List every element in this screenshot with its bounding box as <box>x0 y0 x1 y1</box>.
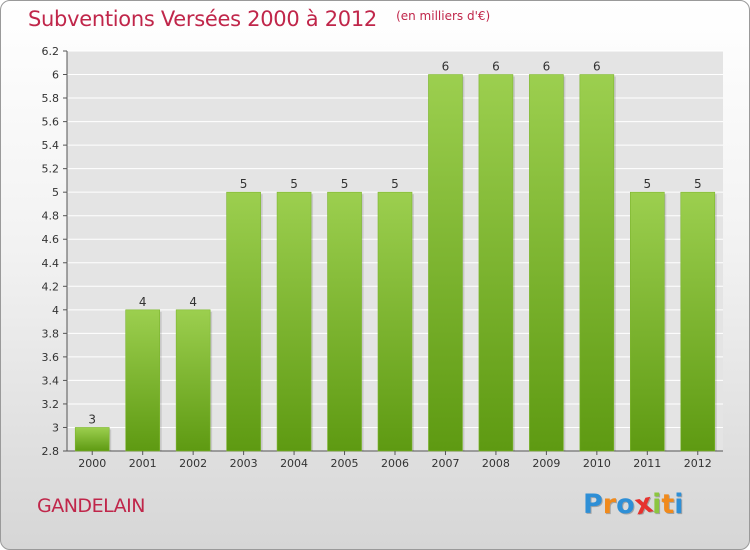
data-label: 4 <box>189 295 197 309</box>
y-tick-label: 5.8 <box>42 92 60 105</box>
y-tick-label: 6 <box>52 69 59 82</box>
chart-subtitle: (en milliers d'€) <box>396 9 491 23</box>
bar <box>529 74 564 452</box>
x-tick-label: 2007 <box>431 457 459 470</box>
x-tick-label: 2008 <box>482 457 510 470</box>
x-tick-label: 2003 <box>230 457 258 470</box>
y-tick-label: 3.4 <box>42 374 60 387</box>
bar <box>428 74 463 452</box>
data-label: 6 <box>593 60 601 74</box>
y-tick-label: 6.2 <box>42 45 60 58</box>
bar <box>327 191 362 452</box>
bar <box>74 427 110 452</box>
y-tick-label: 4.6 <box>42 233 60 246</box>
logo-letter: r <box>602 489 617 520</box>
x-tick-label: 2004 <box>280 457 308 470</box>
y-tick-label: 5 <box>52 186 59 199</box>
y-tick-label: 5.6 <box>42 116 60 129</box>
bar <box>125 309 160 452</box>
x-tick-label: 2009 <box>532 457 560 470</box>
place-name: GANDELAIN <box>37 495 145 517</box>
y-tick-label: 3.6 <box>42 351 60 364</box>
y-tick-label: 3.2 <box>42 398 60 411</box>
bar <box>276 191 312 452</box>
logo-letter: t <box>661 489 675 520</box>
data-label: 5 <box>341 177 349 191</box>
y-tick-label: 4 <box>52 304 59 317</box>
bar <box>630 191 665 452</box>
data-label: 3 <box>88 412 96 426</box>
proxiti-logo: Proxiti <box>583 488 684 522</box>
x-tick-label: 2006 <box>381 457 409 470</box>
y-tick-label: 2.8 <box>42 445 60 458</box>
chart-title: Subventions Versées 2000 à 2012 <box>28 7 377 31</box>
data-label: 6 <box>492 60 500 74</box>
data-label: 5 <box>290 177 298 191</box>
bar <box>680 191 716 452</box>
data-label: 5 <box>643 177 651 191</box>
data-label: 4 <box>139 295 147 309</box>
data-label: 5 <box>694 177 702 191</box>
y-tick-label: 4.2 <box>42 280 60 293</box>
data-label: 5 <box>391 177 399 191</box>
y-tick-label: 5.2 <box>42 163 60 176</box>
bar <box>175 309 211 452</box>
bar <box>478 74 514 452</box>
y-tick-label: 3 <box>52 421 59 434</box>
logo-letter: i <box>674 489 684 520</box>
y-tick-label: 4.8 <box>42 210 60 223</box>
x-tick-label: 2011 <box>633 457 661 470</box>
bar <box>226 191 261 452</box>
y-tick-label: 3.8 <box>42 327 60 340</box>
y-tick-label: 4.4 <box>42 257 60 270</box>
y-tick-label: 5.4 <box>42 139 60 152</box>
x-tick-label: 2005 <box>331 457 359 470</box>
bar <box>579 74 615 452</box>
x-tick-label: 2010 <box>583 457 611 470</box>
logo-letter: P <box>583 489 603 520</box>
bar <box>377 191 413 452</box>
x-tick-label: 2012 <box>684 457 712 470</box>
logo-letter: i <box>652 489 662 520</box>
data-label: 6 <box>442 60 450 74</box>
title-block: Subventions Versées 2000 à 2012 (en mill… <box>28 7 490 31</box>
x-tick-label: 2001 <box>129 457 157 470</box>
x-tick-label: 2000 <box>78 457 106 470</box>
data-label: 5 <box>240 177 248 191</box>
x-tick-label: 2002 <box>179 457 207 470</box>
logo-letter: o <box>616 489 635 520</box>
data-label: 6 <box>543 60 551 74</box>
